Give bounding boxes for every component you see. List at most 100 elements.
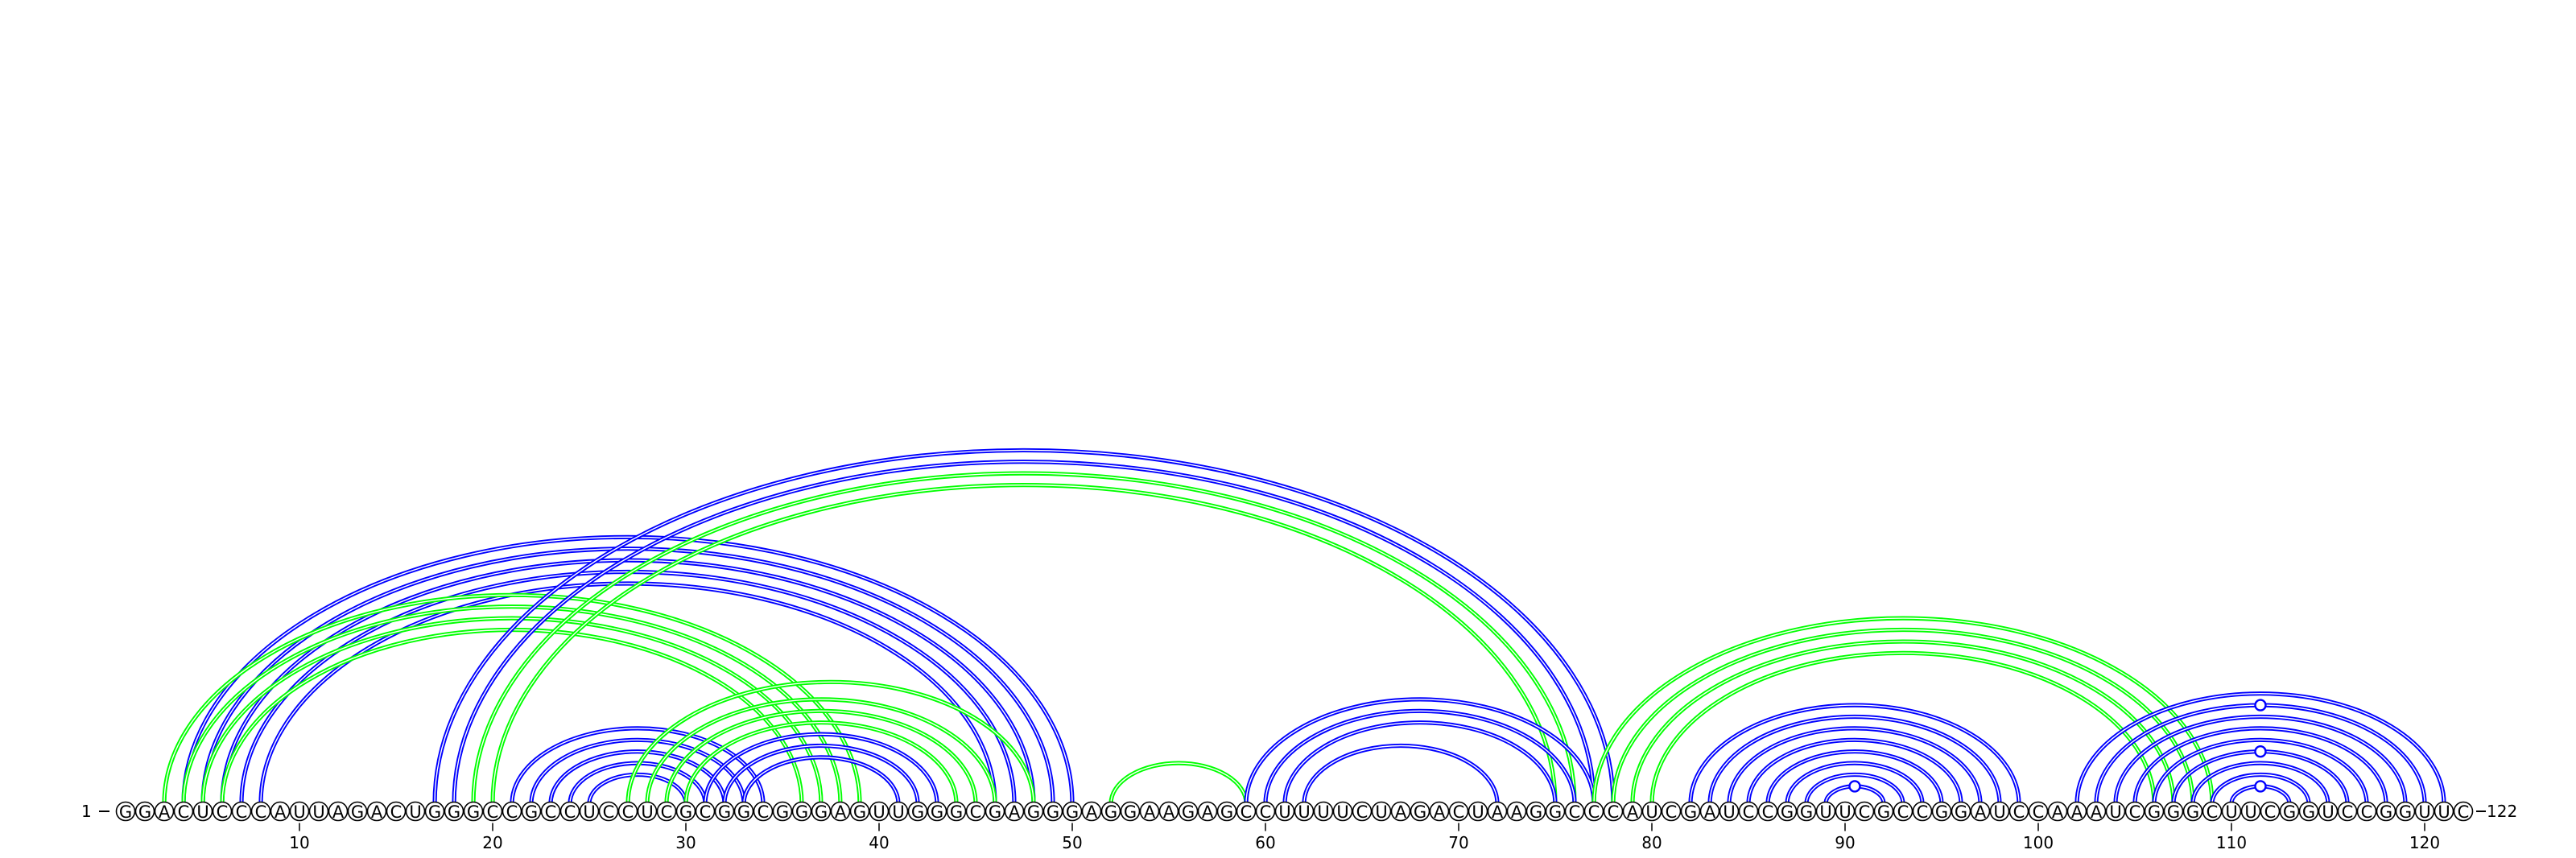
nucleotide-circle: [1332, 801, 1353, 822]
nucleotide-59: C: [1236, 801, 1257, 822]
nucleotide-circle: [559, 801, 580, 822]
nucleotide-letter: U: [1317, 802, 1329, 822]
nucleotide-circle: [811, 801, 832, 822]
nucleotide-116: C: [2337, 801, 2358, 822]
nucleotide-letter: G: [776, 802, 789, 822]
nucleotide-circle: [366, 801, 387, 822]
nucleotide-47: A: [1004, 801, 1025, 822]
nucleotide-circle: [1796, 801, 1817, 822]
nucleotide-letter: C: [2207, 802, 2219, 822]
nucleotide-letter: C: [1743, 802, 1755, 822]
nucleotide-27: C: [617, 801, 638, 822]
nucleotide-circle: [2376, 801, 2396, 822]
nucleotide-letter: G: [525, 802, 538, 822]
pair-arc-gap-32-42: [724, 745, 919, 804]
nucleotide-letter: G: [1027, 802, 1040, 822]
pair-arc-gap-8-46: [260, 583, 996, 804]
nucleotide-73: A: [1506, 801, 1527, 822]
nucleotide-29: C: [656, 801, 677, 822]
nucleotide-55: A: [1158, 801, 1179, 822]
nucleotide-letter: A: [1144, 802, 1156, 822]
nucleotide-7: C: [231, 801, 252, 822]
nucleotide-46: G: [985, 801, 1005, 822]
nucleotide-letter: C: [506, 802, 518, 822]
nucleotide-circle: [1815, 801, 1836, 822]
nucleotide-8: C: [250, 801, 271, 822]
pair-arc-gap-22-33: [530, 739, 745, 804]
arc-marker-89-92: [1848, 780, 1861, 793]
nucleotide-letter: C: [390, 802, 402, 822]
nucleotide-letter: U: [2322, 802, 2334, 822]
nucleotide-circle: [289, 801, 310, 822]
nucleotide-84: U: [1719, 801, 1740, 822]
nucleotide-circle: [598, 801, 619, 822]
nucleotide-38: A: [830, 801, 851, 822]
tick-label-100: 100: [2023, 833, 2054, 852]
nucleotide-letter: G: [2380, 802, 2392, 822]
arc-marker-110-113: [2254, 780, 2267, 793]
pair-arc-107-116: [2171, 749, 2350, 804]
nucleotide-letter: U: [409, 802, 421, 822]
nucleotide-61: U: [1274, 801, 1295, 822]
pair-arc-gap-82-99: [1690, 704, 2020, 804]
nucleotide-circle: [2047, 801, 2068, 822]
nucleotide-circle: [656, 801, 677, 822]
nucleotide-circle: [695, 801, 716, 822]
pair-arc-gap-29-45: [666, 710, 976, 804]
pair-arc-gap-33-41: [743, 757, 899, 804]
nucleotide-letter: G: [2399, 802, 2412, 822]
nucleotide-letter: C: [217, 802, 229, 822]
nucleotide-letter: G: [679, 802, 692, 822]
tick-label-10: 10: [289, 833, 309, 852]
nucleotide-circle: [1448, 801, 1469, 822]
nucleotide-letter: C: [2264, 802, 2277, 822]
nucleotide-letter: C: [1859, 802, 1871, 822]
nucleotide-circle: [521, 801, 542, 822]
pair-arc-gap-107-116: [2173, 751, 2348, 804]
nucleotide-48: G: [1023, 801, 1044, 822]
nucleotide-circle: [869, 801, 890, 822]
nucleotide-6: C: [212, 801, 233, 822]
nucleotide-41: U: [888, 801, 909, 822]
nucleotide-letter: C: [1897, 802, 1909, 822]
nucleotide-letter: C: [603, 802, 615, 822]
nucleotide-79: A: [1622, 801, 1643, 822]
nucleotide-62: U: [1294, 801, 1315, 822]
nucleotide-circle: [1352, 801, 1373, 822]
nucleotide-30: G: [675, 801, 696, 822]
pair-arc-gap-83-98: [1709, 716, 2000, 804]
nucleotide-76: C: [1564, 801, 1585, 822]
nucleotide-91: C: [1854, 801, 1875, 822]
nucleotide-92: G: [1873, 801, 1894, 822]
pair-arc-gap-88-93: [1806, 773, 1904, 804]
nucleotide-23: C: [540, 801, 561, 822]
nucleotide-86: C: [1757, 801, 1778, 822]
nucleotide-letter: G: [815, 802, 828, 822]
nucleotide-70: C: [1448, 801, 1469, 822]
nucleotide-98: U: [1989, 801, 2010, 822]
nucleotide-circle: [386, 801, 407, 822]
nucleotide-letter: G: [1549, 802, 1562, 822]
pair-arc-gap-52-59: [1110, 762, 1247, 804]
nucleotide-74: G: [1525, 801, 1546, 822]
tick-label-60: 60: [1255, 833, 1275, 852]
nucleotide-77: C: [1583, 801, 1604, 822]
nucleotide-letter: A: [332, 802, 345, 822]
nucleotide-circle: [2221, 801, 2242, 822]
nucleotide-circle: [424, 801, 445, 822]
nucleotide-letter: U: [1645, 802, 1657, 822]
pair-arc-gap-77-109: [1593, 617, 2213, 804]
nucleotide-26: C: [598, 801, 619, 822]
nucleotide-letter: A: [835, 802, 847, 822]
nucleotide-circle: [212, 801, 233, 822]
nucleotide-letter: G: [911, 802, 924, 822]
nucleotide-letter: C: [487, 802, 499, 822]
nucleotide-letter: G: [2148, 802, 2161, 822]
nucleotide-circle: [2202, 801, 2223, 822]
nucleotide-53: G: [1120, 801, 1141, 822]
nucleotide-circle: [2337, 801, 2358, 822]
nucleotide-letter: A: [2091, 802, 2103, 822]
nucleotide-circle: [1410, 801, 1430, 822]
nucleotide-80: U: [1641, 801, 1662, 822]
